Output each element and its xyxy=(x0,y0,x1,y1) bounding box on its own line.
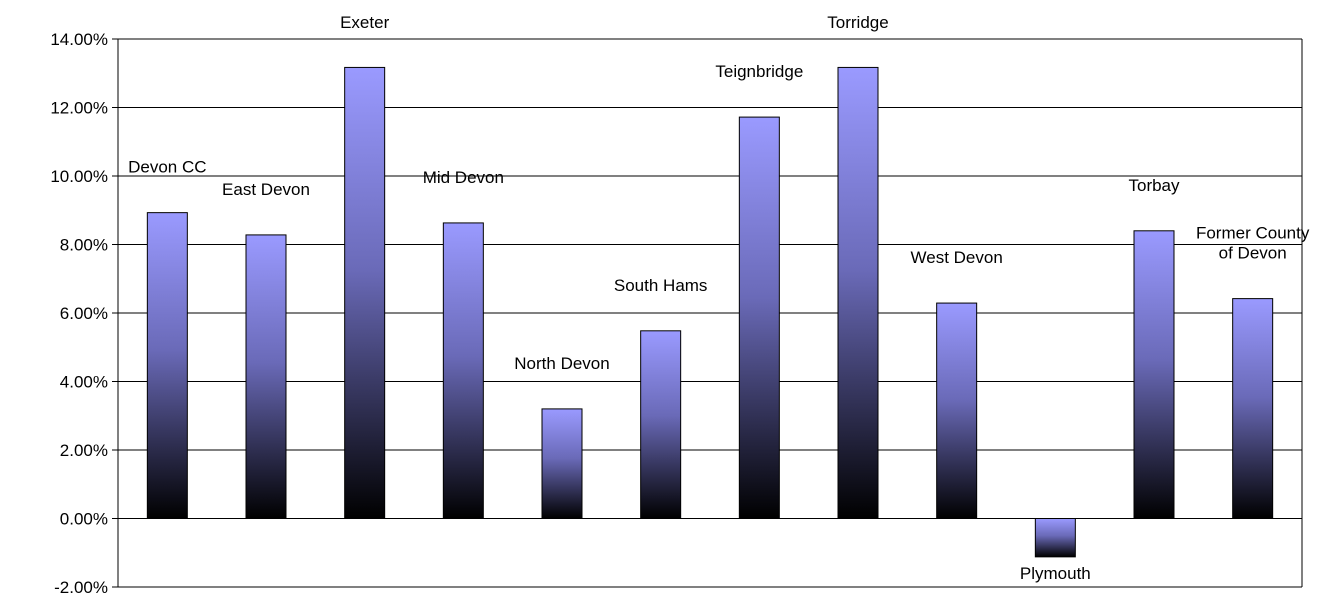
y-tick-label: 4.00% xyxy=(60,373,108,392)
bar-torbay xyxy=(1133,230,1175,520)
y-tick-label: -2.00% xyxy=(54,578,108,594)
bar-label: Devon CC xyxy=(128,158,206,177)
y-axis-ticks: -2.00% 0.00% 2.00% 4.00% 6.00% 8.00% 10.00% 12.… xyxy=(50,30,118,594)
bar-mid-devon xyxy=(442,222,484,520)
bar-label: Former County of Devon xyxy=(1196,224,1310,263)
bar-south-hams xyxy=(640,330,682,519)
gridlines xyxy=(118,38,1302,588)
bar-west-devon xyxy=(936,302,978,519)
bar-label: Exeter xyxy=(340,13,389,32)
bar-exeter xyxy=(344,66,386,520)
y-tick-label: 12.00% xyxy=(50,99,108,118)
bar-label: East Devon xyxy=(222,180,310,199)
y-tick-label: 0.00% xyxy=(60,510,108,529)
bars xyxy=(146,66,1274,558)
bar-label: Torridge xyxy=(827,13,888,32)
bar-plymouth xyxy=(1034,518,1076,558)
bar-label: West Devon xyxy=(911,248,1003,267)
bar-label: Torbay xyxy=(1128,176,1180,195)
bar-teignbridge xyxy=(738,116,780,519)
bar-torridge xyxy=(837,66,879,520)
bar-devon-cc xyxy=(146,212,188,520)
bar-north-devon xyxy=(541,408,583,519)
y-tick-label: 2.00% xyxy=(60,441,108,460)
bar-former-county-of-devon xyxy=(1232,298,1274,519)
axes xyxy=(117,38,1303,588)
bar-label: Teignbridge xyxy=(715,62,803,81)
bar-label: North Devon xyxy=(514,354,609,373)
y-tick-label: 6.00% xyxy=(60,304,108,323)
y-tick-label: 14.00% xyxy=(50,30,108,49)
bar-labels: Devon CC East Devon Exeter Mid Devon North D… xyxy=(128,13,1310,583)
y-tick-label: 8.00% xyxy=(60,236,108,255)
y-tick-label: 10.00% xyxy=(50,167,108,186)
bar-label: Plymouth xyxy=(1020,564,1091,583)
bar-label: Mid Devon xyxy=(423,168,504,187)
bar-label: South Hams xyxy=(614,276,708,295)
bar-east-devon xyxy=(245,234,287,519)
